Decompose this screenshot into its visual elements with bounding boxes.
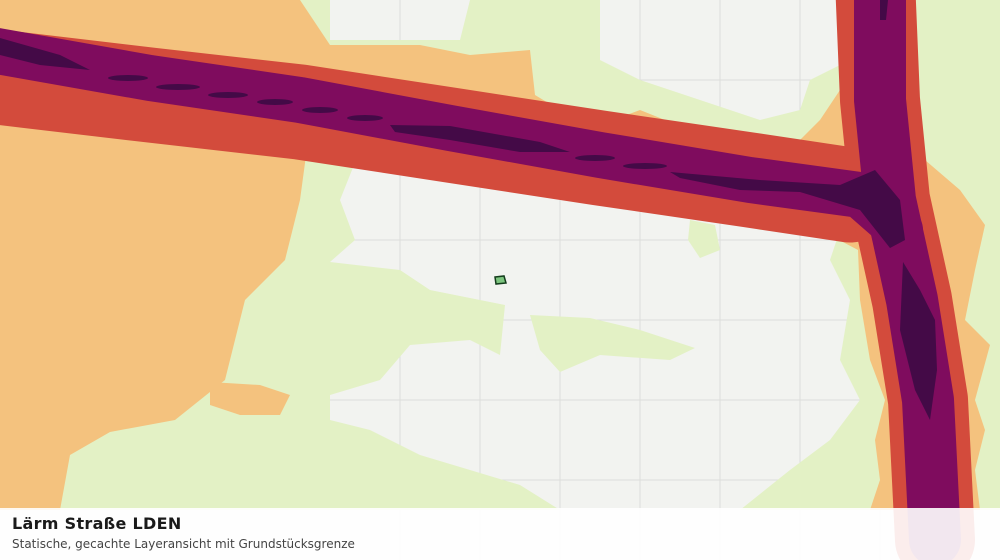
layer-subtitle: Statische, gecachte Layeransicht mit Gru… xyxy=(12,537,355,551)
parcel-boundary xyxy=(494,275,507,285)
caption-panel: Lärm Straße LDEN Statische, gecachte Lay… xyxy=(0,508,1000,560)
layer-title: Lärm Straße LDEN xyxy=(12,514,182,533)
noise-zone-extreme xyxy=(0,0,937,420)
